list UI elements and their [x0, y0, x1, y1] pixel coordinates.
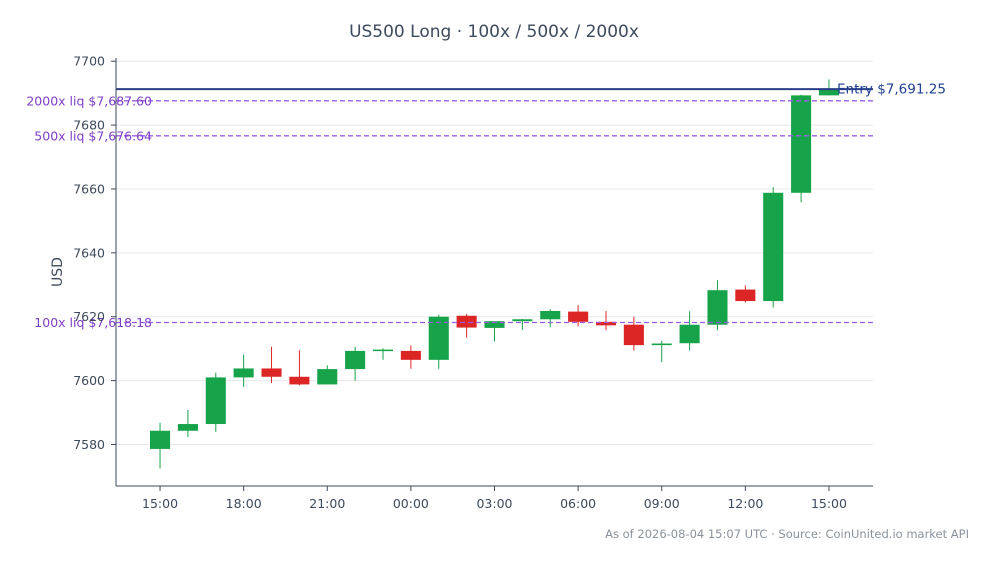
candle-body	[735, 289, 756, 302]
candle-body	[540, 310, 561, 320]
chart-title: US500 Long · 100x / 500x / 2000x	[349, 22, 639, 42]
candle	[205, 372, 226, 432]
y-tick-label: 7640	[73, 245, 105, 260]
candle-body	[400, 350, 421, 360]
y-tick-label: 7620	[73, 309, 105, 324]
candle	[150, 422, 171, 469]
footer-note: As of 2026-08-04 15:07 UTC · Source: Coi…	[605, 527, 969, 541]
candle	[623, 316, 644, 351]
candle	[289, 350, 310, 386]
candle-body	[512, 319, 533, 322]
candle	[484, 321, 505, 342]
candle	[818, 79, 839, 96]
candle-body	[791, 95, 812, 193]
candle	[568, 305, 589, 327]
candle-body	[568, 311, 589, 322]
candle-body	[818, 89, 839, 96]
candle	[428, 314, 449, 369]
entry-label: Entry $7,691.25	[837, 82, 946, 98]
x-tick-label: 21:00	[309, 496, 345, 511]
x-tick-label: 09:00	[644, 496, 680, 511]
candle	[791, 94, 812, 203]
candle	[261, 346, 282, 384]
candle-body	[345, 350, 366, 370]
candle-body	[651, 343, 672, 346]
candle-body	[623, 324, 644, 346]
candles	[150, 79, 839, 469]
x-tick-label: 00:00	[393, 496, 429, 511]
candle	[707, 280, 728, 331]
candle	[595, 310, 617, 331]
candle	[540, 309, 561, 328]
candle-body	[707, 290, 728, 325]
candle-body	[233, 368, 254, 378]
liquidation-label: 2000x liq $7,687.60	[26, 93, 152, 108]
x-tick-label: 12:00	[727, 496, 763, 511]
x-tick-label: 06:00	[560, 496, 596, 511]
candle-body	[150, 430, 171, 449]
axes: 7580 7600 7620 7640 7660 7680 7700 15:00 18:00 21…	[73, 54, 873, 511]
candle	[512, 318, 533, 330]
candle	[233, 354, 254, 387]
candle-body	[679, 324, 700, 344]
y-tick-label: 7600	[73, 373, 105, 388]
candle	[763, 187, 784, 308]
y-axis-label: USD	[50, 257, 66, 287]
candle	[400, 345, 421, 369]
candle-body	[177, 424, 198, 431]
candle-body	[372, 349, 394, 352]
candle	[651, 340, 672, 363]
candle-body	[484, 321, 505, 328]
candle	[317, 365, 338, 385]
candle-body	[595, 321, 617, 326]
y-tick-label: 7660	[73, 181, 105, 196]
candle-body	[456, 315, 477, 328]
candle	[456, 314, 477, 338]
y-tick-label: 7700	[73, 54, 105, 69]
grid-lines	[116, 60, 873, 445]
candle-body	[428, 316, 449, 360]
candle-body	[261, 368, 282, 377]
x-tick-label: 15:00	[142, 496, 178, 511]
candle-body	[763, 192, 784, 302]
candle-body	[317, 369, 338, 385]
y-tick-label: 7580	[73, 437, 105, 452]
liquidation-label: 500x liq $7,676.64	[34, 128, 152, 143]
y-tick-label: 7680	[73, 118, 105, 133]
candle-body	[289, 376, 310, 385]
x-tick-label: 15:00	[811, 496, 847, 511]
candle	[679, 311, 700, 351]
candle	[735, 285, 756, 303]
candle	[372, 348, 394, 360]
x-tick-label: 03:00	[476, 496, 512, 511]
candle	[177, 409, 198, 438]
liquidation-label: 100x liq $7,618.18	[34, 315, 152, 330]
reference-lines: Entry $7,691.25 2000x liq $7,687.60 500x l…	[26, 82, 946, 330]
candle	[345, 346, 366, 381]
candle-body	[205, 377, 226, 425]
x-tick-label: 18:00	[226, 496, 262, 511]
